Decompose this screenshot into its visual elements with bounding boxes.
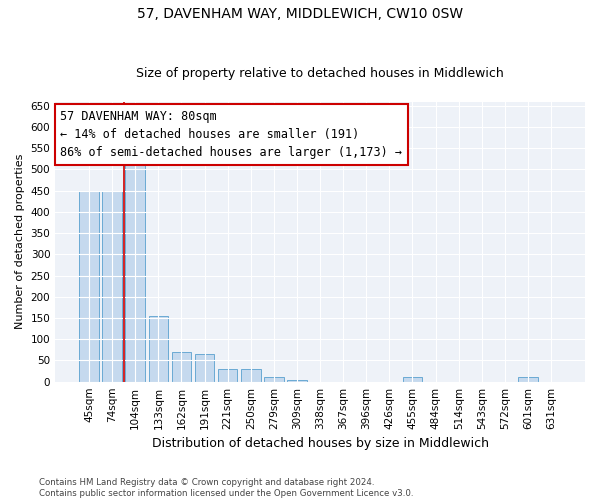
Bar bbox=[518, 378, 538, 382]
Bar bbox=[264, 378, 284, 382]
Bar bbox=[103, 190, 122, 382]
Text: Contains HM Land Registry data © Crown copyright and database right 2024.
Contai: Contains HM Land Registry data © Crown c… bbox=[39, 478, 413, 498]
Bar bbox=[287, 380, 307, 382]
Bar bbox=[125, 165, 145, 382]
Bar bbox=[403, 378, 422, 382]
Y-axis label: Number of detached properties: Number of detached properties bbox=[15, 154, 25, 330]
Bar bbox=[218, 369, 238, 382]
Bar bbox=[79, 190, 99, 382]
Bar bbox=[172, 352, 191, 382]
Text: 57 DAVENHAM WAY: 80sqm
← 14% of detached houses are smaller (191)
86% of semi-de: 57 DAVENHAM WAY: 80sqm ← 14% of detached… bbox=[61, 110, 403, 159]
X-axis label: Distribution of detached houses by size in Middlewich: Distribution of detached houses by size … bbox=[152, 437, 488, 450]
Title: Size of property relative to detached houses in Middlewich: Size of property relative to detached ho… bbox=[136, 66, 504, 80]
Bar bbox=[149, 316, 168, 382]
Bar bbox=[241, 369, 260, 382]
Bar bbox=[195, 354, 214, 382]
Text: 57, DAVENHAM WAY, MIDDLEWICH, CW10 0SW: 57, DAVENHAM WAY, MIDDLEWICH, CW10 0SW bbox=[137, 8, 463, 22]
